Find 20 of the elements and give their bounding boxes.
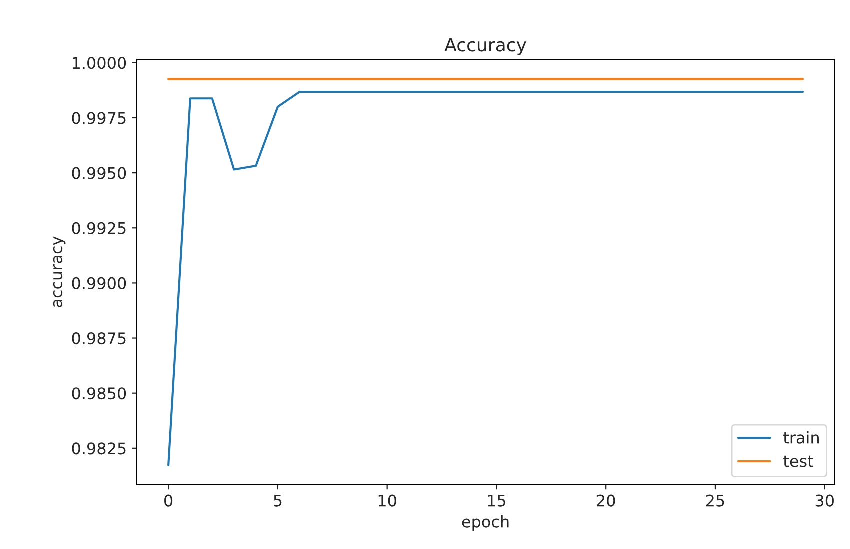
y-tick-label: 0.9850 [72,388,126,400]
x-tick-label: 25 [706,494,724,507]
y-tick-label: 0.9825 [72,442,126,455]
x-tick-label: 20 [597,494,616,507]
legend-label: test [784,456,814,468]
legend-label: train [784,431,819,444]
x-tick-label: 0 [164,494,173,507]
chart-title: Accuracy [444,38,526,56]
y-tick-label: 1.0000 [72,57,126,70]
x-tick-label: 5 [274,494,282,507]
x-axis-title: epoch [462,516,509,531]
y-tick-label: 0.9950 [72,167,126,180]
y-axis-title: accuracy [53,236,66,308]
y-tick-label: 0.9975 [72,112,126,124]
x-tick-label: 30 [816,494,834,507]
x-tick-label: 10 [378,494,396,507]
y-tick-label: 0.9875 [72,332,126,345]
y-tick-label: 0.9925 [72,222,126,234]
x-tick-label: 15 [488,494,506,507]
y-tick-label: 0.9900 [72,277,126,290]
